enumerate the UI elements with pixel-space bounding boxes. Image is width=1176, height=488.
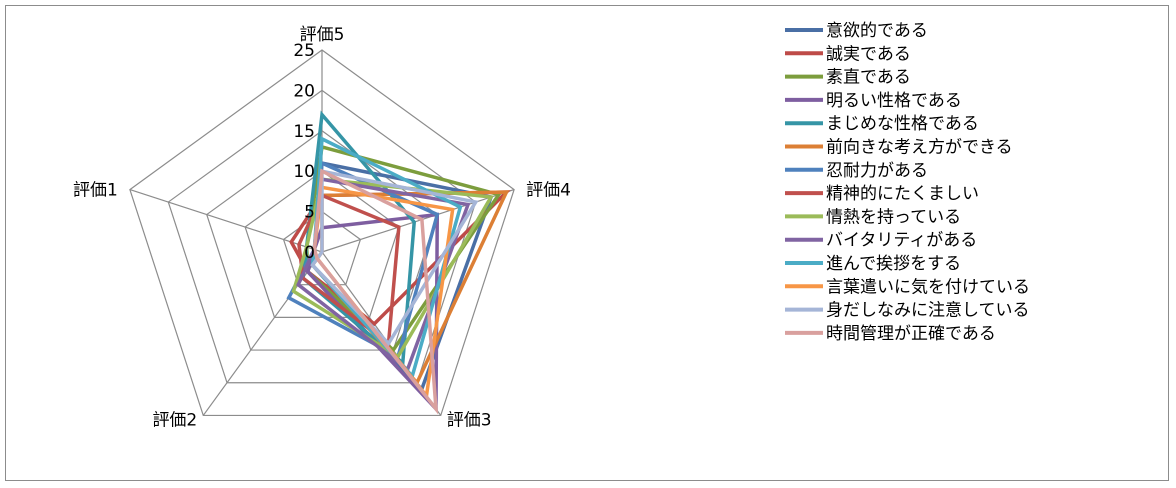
legend-label: 情熱を持っている: [826, 207, 961, 227]
radial-tick-label: 20: [293, 81, 315, 101]
series-line: [312, 168, 439, 415]
legend-label: 精神的にたくましい: [826, 184, 979, 204]
axis-label: 評価4: [526, 181, 571, 201]
axis-category-labels: 評価1 評価2 評価3 評価4 評価5: [73, 25, 571, 430]
legend-label: 明るい性格である: [826, 91, 962, 111]
grid-ring: [167, 89, 477, 384]
axis-label: 評価5: [300, 25, 345, 45]
legend-label: 言葉遣いに気を付けている: [826, 277, 1030, 297]
series-layer: [286, 110, 511, 415]
legend-label: 進んで挨拶をする: [826, 254, 961, 274]
axis-label: 評価2: [152, 410, 197, 430]
legend-label: バイタリティがある: [826, 231, 977, 251]
legend-label: 意欲的である: [826, 21, 928, 41]
axis-label: 評価3: [447, 410, 492, 430]
legend-label: 前向きな考え方ができる: [826, 138, 1013, 158]
axis-label: 評価1: [73, 181, 118, 201]
legend: 意欲的である誠実である素直である明るい性格であるまじめな性格である前向きな考え方…: [785, 21, 1030, 344]
radial-tick-label: 25: [293, 41, 315, 61]
radial-tick-labels: 0 5 10 15 20 25: [293, 41, 315, 263]
radial-tick-label: 10: [293, 162, 315, 182]
legend-label: 忍耐力がある: [826, 161, 928, 181]
legend-label: 身だしなみに注意している: [826, 301, 1030, 321]
legend-label: 時間管理が正確である: [826, 324, 996, 344]
radial-tick-label: 5: [304, 203, 315, 223]
legend-label: 誠実である: [826, 44, 911, 64]
grid-ring: [244, 170, 400, 318]
grid-ring: [129, 49, 515, 417]
legend-label: まじめな性格である: [826, 114, 979, 134]
radial-tick-label: 15: [293, 122, 315, 142]
radial-tick-label: 0: [304, 243, 315, 263]
axis-spoke: [321, 189, 515, 253]
legend-label: 素直である: [826, 68, 911, 88]
